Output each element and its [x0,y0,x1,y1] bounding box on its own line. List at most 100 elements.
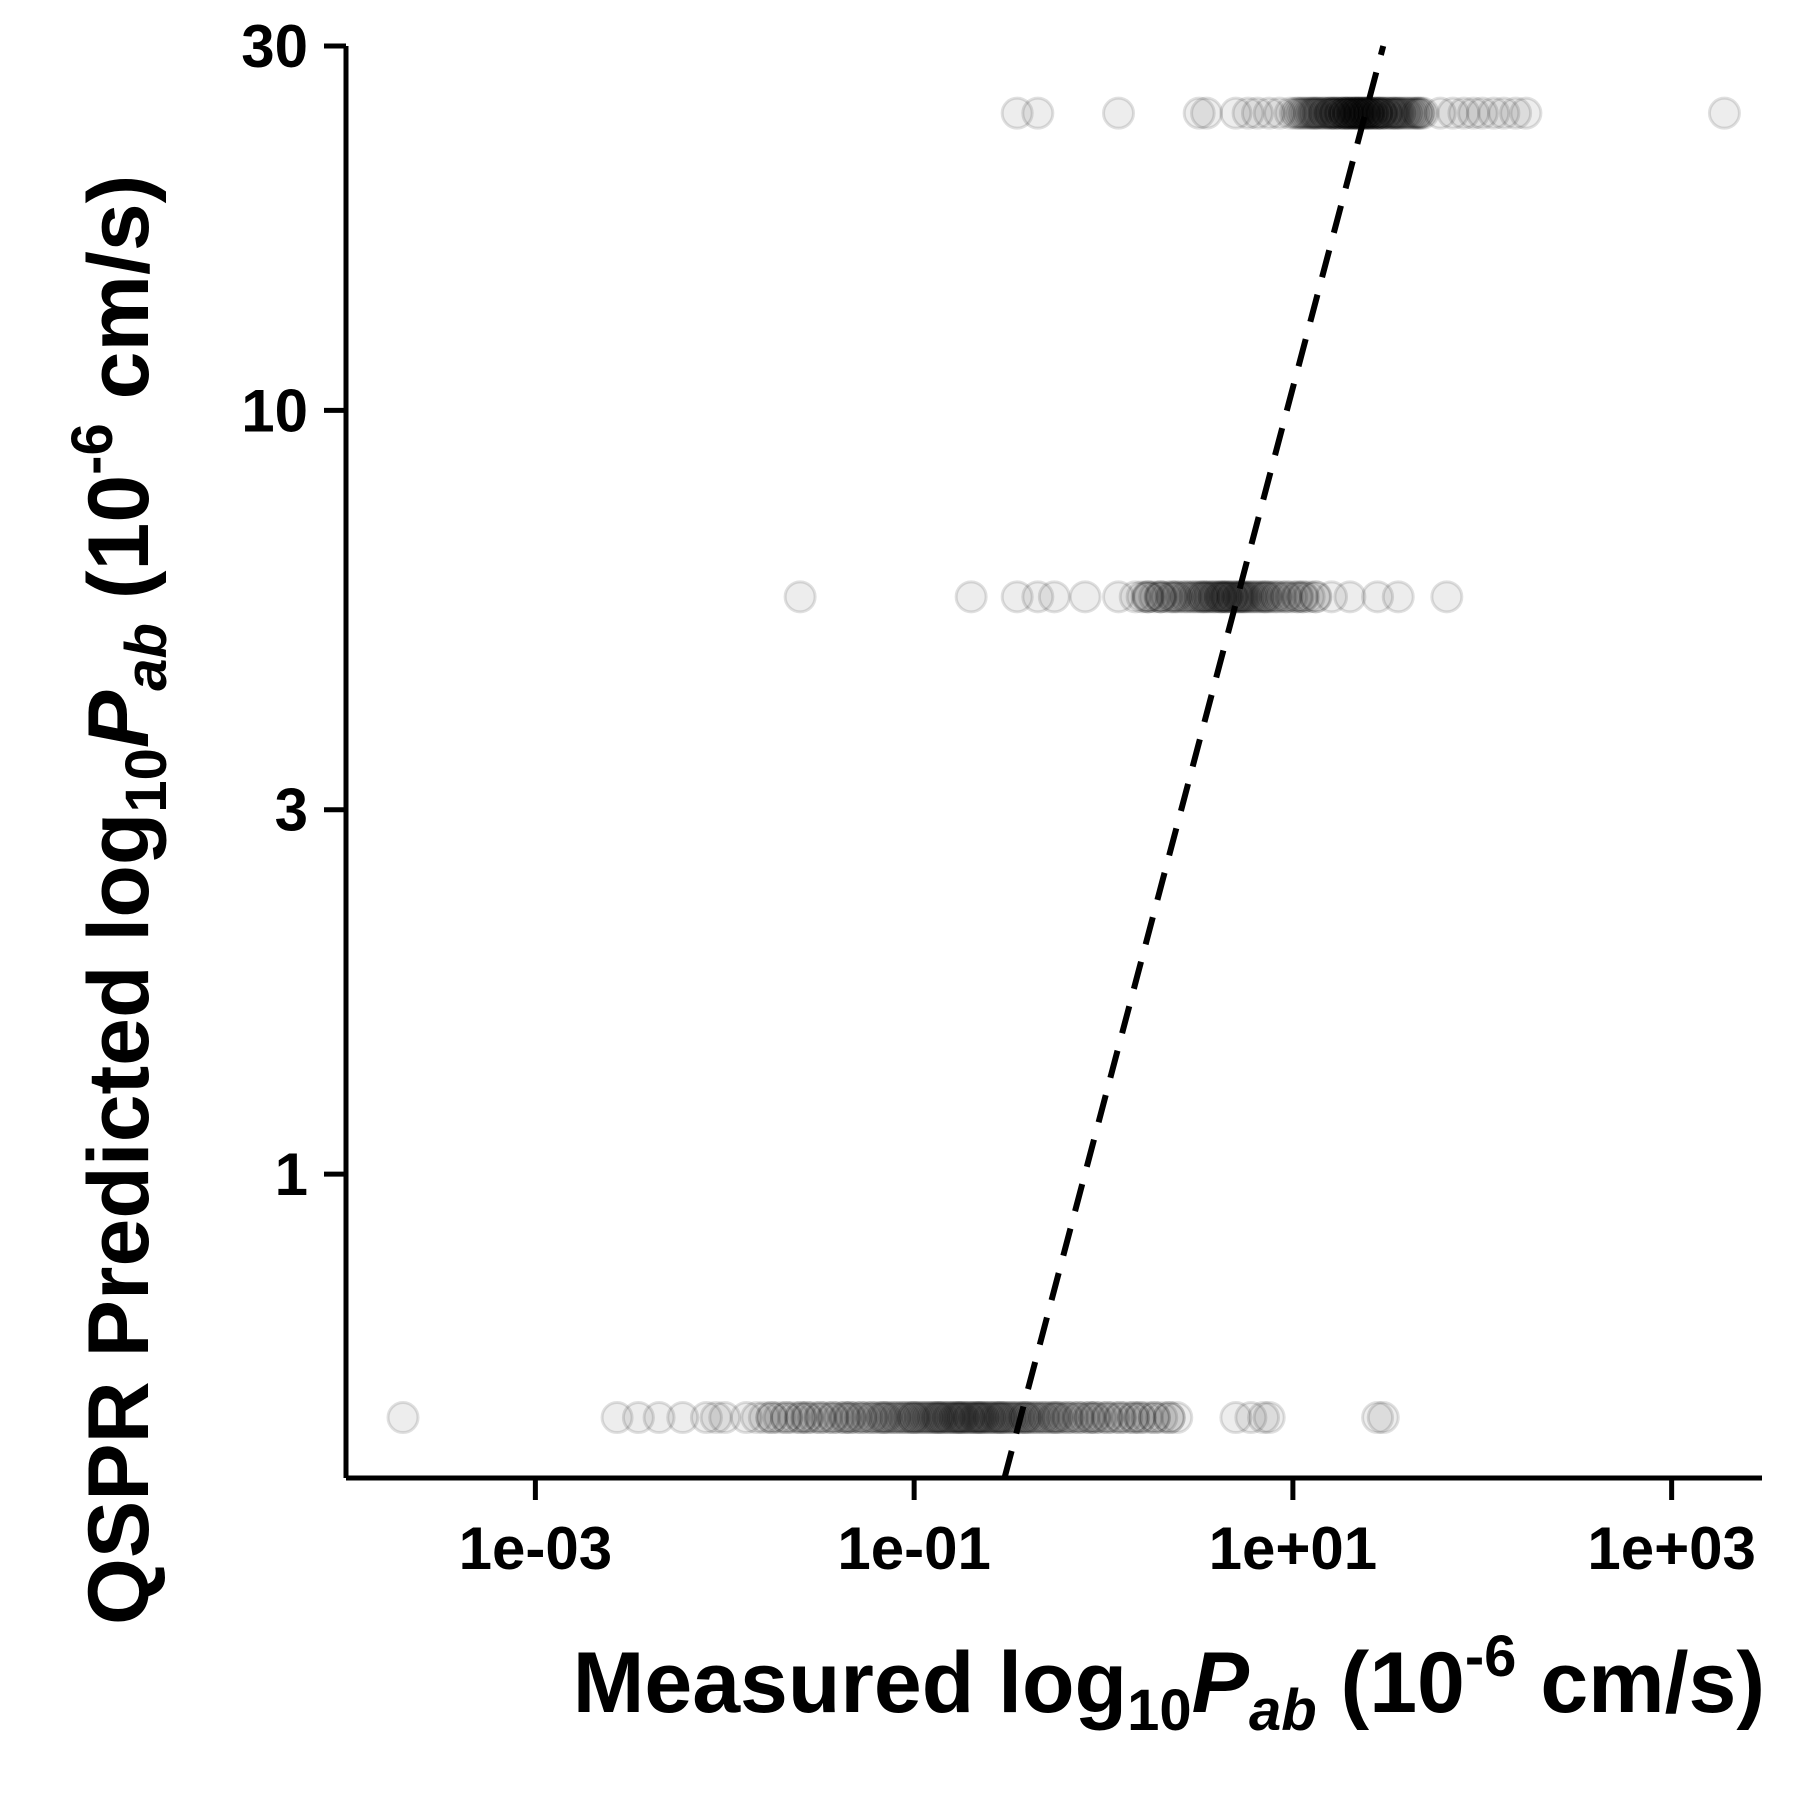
data-point [1383,96,1417,130]
data-point [968,1401,1002,1435]
data-point [827,1401,861,1435]
data-point [1406,96,1440,130]
data-point [740,1401,774,1435]
data-points [386,96,1741,1435]
data-point [1032,1401,1066,1435]
data-point [1187,580,1221,614]
data-point [921,1401,955,1435]
data-point [1366,96,1400,130]
data-point [1103,1401,1137,1435]
data-point [1298,96,1332,130]
data-point [1247,1401,1281,1435]
data-point [966,1401,1000,1435]
x-title-log-subscript: 10 [1127,1678,1192,1743]
data-point [1361,1401,1395,1435]
data-point [1365,96,1399,130]
data-point [1230,580,1264,614]
data-point [1260,580,1294,614]
data-point [1022,1401,1056,1435]
data-point [1313,96,1347,130]
data-point [1292,580,1326,614]
data-point [816,1401,850,1435]
data-point [940,1401,974,1435]
data-point [1240,96,1274,130]
data-point [1251,580,1285,614]
data-point [1138,1401,1172,1435]
data-point [897,1401,931,1435]
data-point [1499,96,1533,130]
data-point [770,1401,804,1435]
data-point [963,1401,997,1435]
data-point [1219,96,1253,130]
data-point [860,1401,894,1435]
x-title-unit-superscript: -6 [1465,1624,1517,1689]
data-point [769,1401,803,1435]
data-point [1164,580,1198,614]
data-point [1477,96,1511,130]
reference-line [1001,45,1387,1479]
y-title-prefix: QSPR Predicted log [71,813,167,1625]
data-point [938,1401,972,1435]
data-point [1323,96,1357,130]
data-point [954,580,988,614]
data-point [1254,580,1288,614]
data-point [1062,1401,1096,1435]
data-point [790,1401,824,1435]
data-point [1132,580,1166,614]
data-point [600,1401,634,1435]
data-point [1021,580,1055,614]
data-point [1398,96,1432,130]
data-point [815,1401,849,1435]
data-point [1288,96,1322,130]
data-point [1335,96,1369,130]
data-point [1130,1401,1164,1435]
data-point [1293,96,1327,130]
data-point [1319,96,1353,130]
data-point [870,1401,904,1435]
data-point [839,1401,873,1435]
data-point [1314,96,1348,130]
data-point [1021,96,1055,130]
data-point [868,1401,902,1435]
data-point [1360,96,1394,130]
data-point [1190,96,1224,130]
data-point [666,1401,700,1435]
data-point [927,1401,961,1435]
data-point [1110,1401,1144,1435]
data-point [1152,1401,1186,1435]
data-point [983,1401,1017,1435]
data-point [972,1401,1006,1435]
y-tick-label: 10 [241,377,308,444]
data-point [1307,96,1341,130]
data-point [909,1401,943,1435]
data-point [981,1401,1015,1435]
data-point [1359,96,1393,130]
data-point [1235,580,1269,614]
data-point [1295,96,1329,130]
data-point [1298,580,1332,614]
data-point [919,1401,953,1435]
data-point [1361,96,1395,130]
data-point [1335,96,1369,130]
data-point [902,1401,936,1435]
data-point [1196,580,1230,614]
data-point [1118,580,1152,614]
data-point [1103,1401,1137,1435]
x-tick-label: 1e+01 [1209,1515,1378,1582]
data-point [1348,96,1382,130]
data-point [914,1401,948,1435]
data-point [1403,96,1437,130]
data-point [1191,580,1225,614]
data-point [708,1401,742,1435]
data-point [984,1401,1018,1435]
data-point [1193,580,1227,614]
data-point [1286,580,1320,614]
data-point [777,1401,811,1435]
data-point [1078,1401,1112,1435]
data-point [1381,96,1415,130]
data-point [1097,1401,1131,1435]
data-point [1378,96,1412,130]
data-point [1252,96,1286,130]
data-point [1315,96,1349,130]
